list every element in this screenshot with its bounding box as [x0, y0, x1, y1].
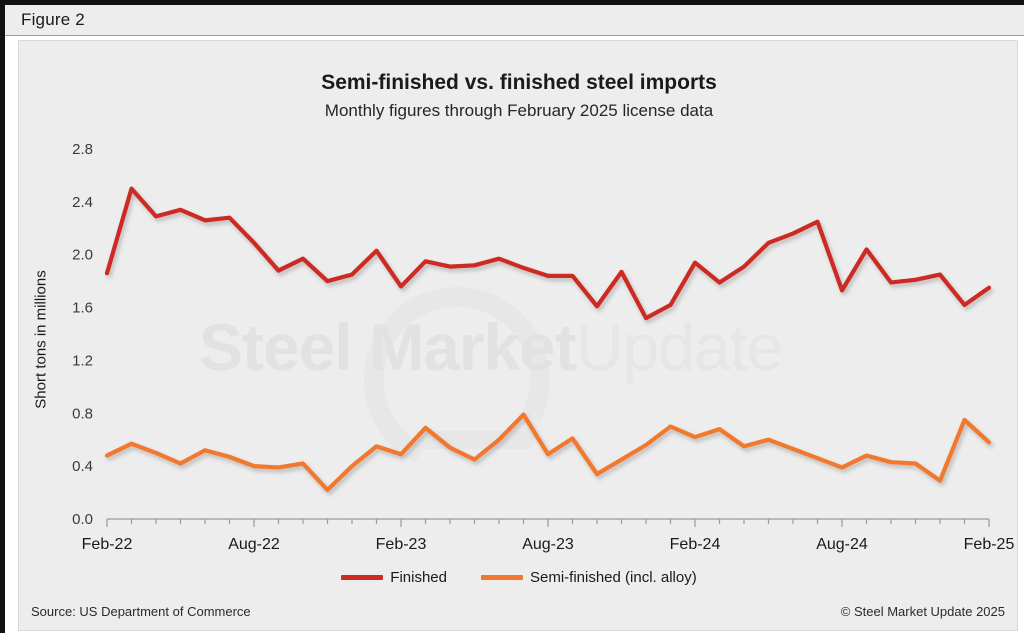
y-tick-label: 0.4	[72, 458, 93, 475]
chart-subtitle: Monthly figures through February 2025 li…	[324, 101, 714, 120]
chart-panel: Steel MarketUpdate Semi-finished vs. fin…	[18, 40, 1018, 595]
series-line-semi-finished-incl-alloy	[104, 412, 992, 493]
window-frame-left	[0, 0, 5, 633]
legend-item-finished[interactable]: Finished	[341, 569, 447, 586]
source-text: Source: US Department of Commerce	[31, 604, 251, 619]
series-line-finished	[104, 186, 992, 321]
y-tick-label: 2.8	[72, 141, 93, 158]
chart-legend: Finished Semi-finished (incl. alloy)	[19, 569, 1019, 586]
legend-swatch-semi-finished	[480, 575, 523, 580]
x-axis: Feb-22 Aug-22 Feb-23 Aug-23 Feb-24 Aug-24 Feb-…	[82, 518, 1015, 553]
y-tick-label: 0.0	[72, 511, 93, 528]
x-tick-label: Feb-24	[670, 536, 721, 553]
x-tick-label: Feb-25	[964, 536, 1015, 553]
legend-item-semi-finished[interactable]: Semi-finished (incl. alloy)	[480, 569, 697, 586]
x-tick-label: Feb-23	[376, 536, 427, 553]
y-tick-label: 2.0	[72, 247, 93, 264]
y-tick-label: 0.8	[72, 405, 93, 422]
chart-footer: Source: US Department of Commerce © Stee…	[18, 595, 1018, 631]
data-series-group	[104, 186, 992, 493]
legend-label-finished: Finished	[390, 569, 447, 586]
figure-label: Figure 2	[21, 10, 85, 29]
x-tick-label: Aug-23	[522, 536, 574, 553]
x-tick-label: Feb-22	[82, 536, 133, 553]
y-axis-ticks: 0.0 0.4 0.8 1.2 1.6 2.0 2.4 2.8	[72, 141, 93, 528]
figure-header-bar: Figure 2	[5, 5, 1024, 36]
legend-label-semi-finished: Semi-finished (incl. alloy)	[529, 569, 697, 586]
window-frame-top	[0, 0, 1024, 5]
legend-swatch-finished	[341, 575, 384, 580]
x-tick-label: Aug-22	[228, 536, 280, 553]
chart-plot: 0.00.40.81.21.62.02.42.8 Feb-22 Aug-22 Feb…	[72, 141, 1015, 553]
y-tick-label: 1.6	[72, 300, 93, 317]
chart-title: Semi-finished vs. finished steel imports	[321, 71, 717, 94]
y-tick-label: 1.2	[72, 352, 93, 369]
y-tick-label: 2.4	[72, 194, 93, 211]
x-tick-label: Aug-24	[816, 536, 868, 553]
copyright-text: © Steel Market Update 2025	[840, 604, 1005, 619]
